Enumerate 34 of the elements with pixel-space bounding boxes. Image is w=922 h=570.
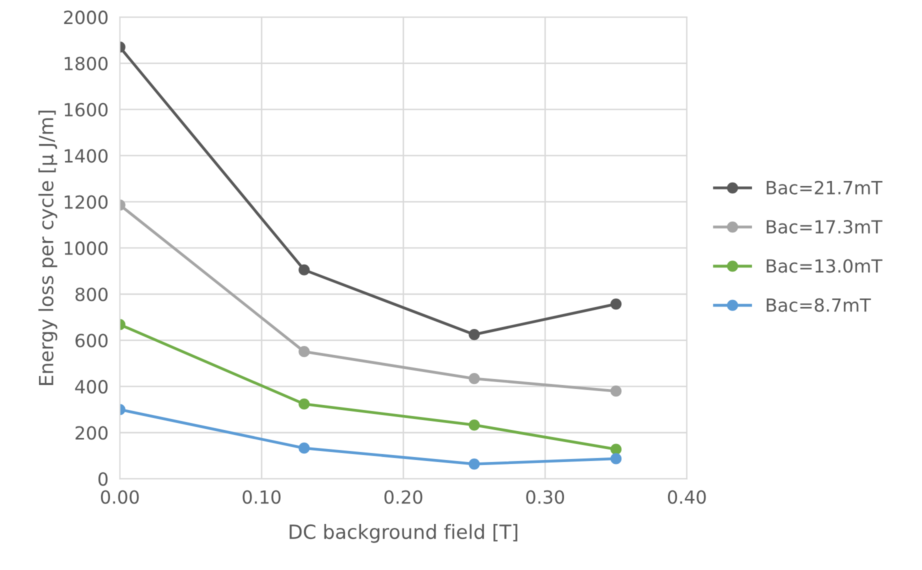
y-tick-label: 1200 (64, 195, 108, 209)
y-tick-label: 2000 (64, 10, 108, 24)
legend-label: Bac=13.0mT (766, 259, 882, 273)
y-tick-label: 800 (76, 288, 108, 302)
y-tick-label: 1600 (64, 102, 108, 117)
point (610, 444, 622, 455)
legend-label: Bac=17.3mT (766, 220, 882, 234)
x-tick-label: 0.10 (242, 490, 281, 504)
point (468, 419, 480, 431)
y-tick-label: 1000 (64, 241, 108, 256)
y-tick-label: 0 (98, 472, 108, 486)
x-tick-label: 0.00 (100, 490, 139, 504)
point (468, 458, 480, 470)
y-tick-label: 1400 (64, 149, 108, 163)
y-tick-label: 400 (75, 380, 108, 394)
x-axis-title: DC background field [T] (290, 524, 518, 543)
point (610, 386, 622, 397)
legend-label: Bac=8.7mT (766, 298, 871, 312)
y-tick-label: 600 (76, 334, 108, 348)
y-tick-label: 1800 (64, 56, 108, 70)
legend-label: Bac=21.7mT (766, 180, 882, 194)
y-tick-label: 200 (76, 426, 108, 440)
x-tick-label: 0.40 (668, 490, 706, 504)
y-axis-title: Energy loss per cycle [μ J/m] (38, 110, 58, 385)
point (610, 453, 622, 464)
point (298, 346, 310, 358)
point (468, 373, 480, 384)
point (468, 328, 480, 340)
x-tick-label: 0.30 (526, 490, 564, 504)
point (298, 442, 310, 454)
point (298, 398, 310, 410)
point (610, 298, 622, 310)
point (298, 264, 310, 276)
x-tick-label: 0.20 (384, 490, 422, 504)
